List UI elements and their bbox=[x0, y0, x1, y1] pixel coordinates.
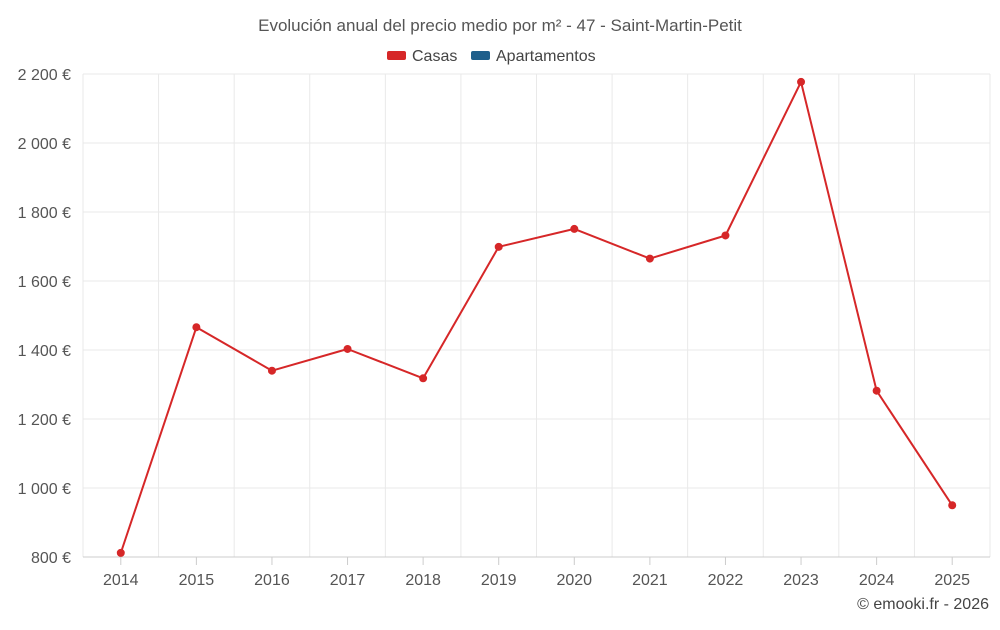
series-casas bbox=[116, 77, 957, 557]
series-line-casas bbox=[119, 80, 954, 554]
data-point-casas[interactable] bbox=[267, 366, 276, 375]
axes: 800 € 1 000 € 1 200 € 1 400 € 1 600 € 1 800 €… bbox=[18, 67, 990, 589]
y-tick-label: 2 000 € bbox=[18, 136, 71, 153]
legend-item-apartamentos[interactable]: Apartamentos bbox=[471, 48, 596, 65]
data-point-casas[interactable] bbox=[872, 386, 881, 395]
y-tick-label: 800 € bbox=[31, 550, 71, 567]
y-tick-label: 2 200 € bbox=[18, 67, 71, 84]
y-tick-label: 1 000 € bbox=[18, 481, 71, 498]
y-tick-label: 1 200 € bbox=[18, 412, 71, 429]
x-tick-label: 2025 bbox=[934, 572, 970, 589]
data-point-casas[interactable] bbox=[948, 501, 957, 510]
x-tick-label: 2020 bbox=[556, 572, 592, 589]
data-point-casas[interactable] bbox=[192, 323, 201, 332]
x-tick-label: 2019 bbox=[481, 572, 517, 589]
x-tick-label: 2022 bbox=[708, 572, 744, 589]
y-tick-label: 1 400 € bbox=[18, 343, 71, 360]
data-point-casas[interactable] bbox=[797, 77, 806, 86]
x-tick-label: 2024 bbox=[859, 572, 895, 589]
grid bbox=[82, 73, 991, 558]
x-tick-label: 2015 bbox=[179, 572, 215, 589]
credit-text: © emooki.fr - 2026 bbox=[857, 596, 989, 613]
legend-swatch-apartamentos bbox=[471, 51, 490, 60]
data-point-casas[interactable] bbox=[570, 224, 579, 233]
data-point-casas[interactable] bbox=[116, 548, 125, 557]
data-point-casas[interactable] bbox=[343, 344, 352, 353]
x-tick-label: 2018 bbox=[405, 572, 441, 589]
data-point-casas[interactable] bbox=[419, 374, 428, 383]
legend-label-apartamentos: Apartamentos bbox=[496, 48, 596, 65]
legend-swatch-casas bbox=[387, 51, 406, 60]
legend: Casas Apartamentos bbox=[387, 48, 596, 65]
data-point-casas[interactable] bbox=[721, 231, 730, 240]
y-tick-label: 1 800 € bbox=[18, 205, 71, 222]
x-tick-label: 2014 bbox=[103, 572, 139, 589]
data-point-casas[interactable] bbox=[494, 242, 503, 251]
x-tick-label: 2021 bbox=[632, 572, 668, 589]
legend-item-casas[interactable]: Casas bbox=[387, 48, 457, 65]
x-tick-label: 2017 bbox=[330, 572, 366, 589]
chart-title: Evolución anual del precio medio por m² … bbox=[258, 16, 742, 35]
y-tick-label: 1 600 € bbox=[18, 274, 71, 291]
data-point-casas[interactable] bbox=[645, 254, 654, 263]
x-tick-label: 2023 bbox=[783, 572, 819, 589]
x-tick-label: 2016 bbox=[254, 572, 290, 589]
legend-label-casas: Casas bbox=[412, 48, 457, 65]
